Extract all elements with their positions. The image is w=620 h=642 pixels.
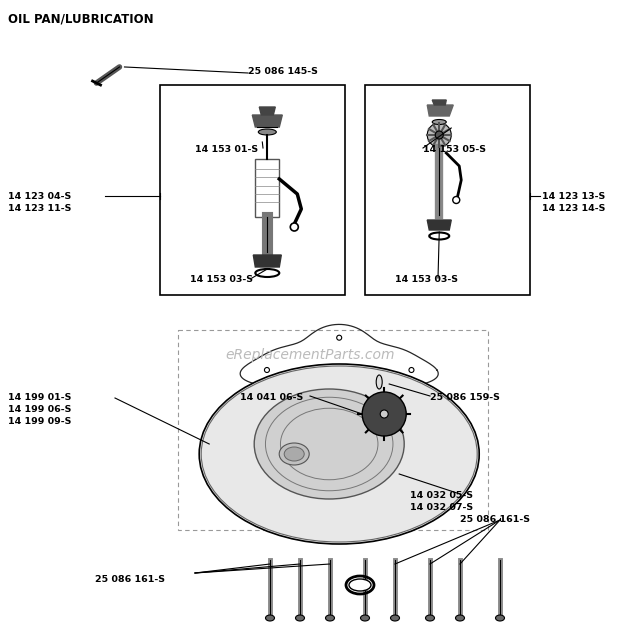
Ellipse shape bbox=[326, 615, 335, 621]
Text: 25 086 145-S: 25 086 145-S bbox=[248, 67, 318, 76]
Ellipse shape bbox=[495, 615, 505, 621]
Ellipse shape bbox=[380, 410, 388, 418]
Text: 14 041 06-S: 14 041 06-S bbox=[240, 393, 303, 402]
Ellipse shape bbox=[199, 364, 479, 544]
Ellipse shape bbox=[254, 389, 404, 499]
Text: 14 153 03-S: 14 153 03-S bbox=[190, 275, 253, 284]
Text: 14 153 01-S: 14 153 01-S bbox=[195, 145, 258, 154]
Ellipse shape bbox=[259, 129, 277, 135]
Text: 14 199 06-S: 14 199 06-S bbox=[8, 405, 71, 414]
Ellipse shape bbox=[376, 375, 382, 389]
Ellipse shape bbox=[337, 400, 342, 405]
Ellipse shape bbox=[456, 615, 464, 621]
Polygon shape bbox=[427, 105, 453, 116]
Ellipse shape bbox=[425, 615, 435, 621]
Text: 14 032 07-S: 14 032 07-S bbox=[410, 503, 473, 512]
Ellipse shape bbox=[265, 615, 275, 621]
Polygon shape bbox=[432, 100, 446, 105]
Polygon shape bbox=[427, 220, 451, 230]
Ellipse shape bbox=[362, 392, 406, 436]
Ellipse shape bbox=[296, 615, 304, 621]
Ellipse shape bbox=[435, 131, 443, 139]
Polygon shape bbox=[255, 159, 279, 217]
Text: 25 086 161-S: 25 086 161-S bbox=[95, 575, 165, 584]
Ellipse shape bbox=[337, 335, 342, 340]
Ellipse shape bbox=[279, 443, 309, 465]
Ellipse shape bbox=[265, 367, 270, 372]
Text: 25 086 159-S: 25 086 159-S bbox=[430, 393, 500, 402]
Text: 14 123 04-S: 14 123 04-S bbox=[8, 192, 71, 201]
Text: 14 032 05-S: 14 032 05-S bbox=[410, 491, 473, 500]
Ellipse shape bbox=[409, 367, 414, 372]
Bar bbox=[178, 330, 488, 530]
Text: 14 123 13-S: 14 123 13-S bbox=[542, 192, 605, 201]
Text: 14 199 01-S: 14 199 01-S bbox=[8, 393, 71, 402]
Ellipse shape bbox=[453, 196, 460, 204]
Ellipse shape bbox=[360, 615, 370, 621]
Polygon shape bbox=[254, 255, 281, 267]
Bar bbox=[365, 85, 530, 295]
Text: eReplacementParts.com: eReplacementParts.com bbox=[225, 348, 395, 362]
Ellipse shape bbox=[290, 223, 298, 231]
Text: 14 153 03-S: 14 153 03-S bbox=[395, 275, 458, 284]
Ellipse shape bbox=[427, 123, 451, 147]
Ellipse shape bbox=[391, 615, 399, 621]
Text: 14 153 05-S: 14 153 05-S bbox=[423, 145, 486, 154]
Text: 14 123 11-S: 14 123 11-S bbox=[8, 204, 71, 213]
Ellipse shape bbox=[284, 447, 304, 461]
Bar bbox=[160, 85, 345, 295]
Text: 14 199 09-S: 14 199 09-S bbox=[8, 417, 71, 426]
Text: 14 123 14-S: 14 123 14-S bbox=[542, 204, 605, 213]
Text: OIL PAN/LUBRICATION: OIL PAN/LUBRICATION bbox=[8, 12, 154, 25]
Ellipse shape bbox=[432, 119, 446, 125]
Polygon shape bbox=[259, 107, 275, 115]
Polygon shape bbox=[252, 115, 282, 127]
Ellipse shape bbox=[349, 579, 371, 591]
Text: 25 086 161-S: 25 086 161-S bbox=[460, 515, 530, 524]
